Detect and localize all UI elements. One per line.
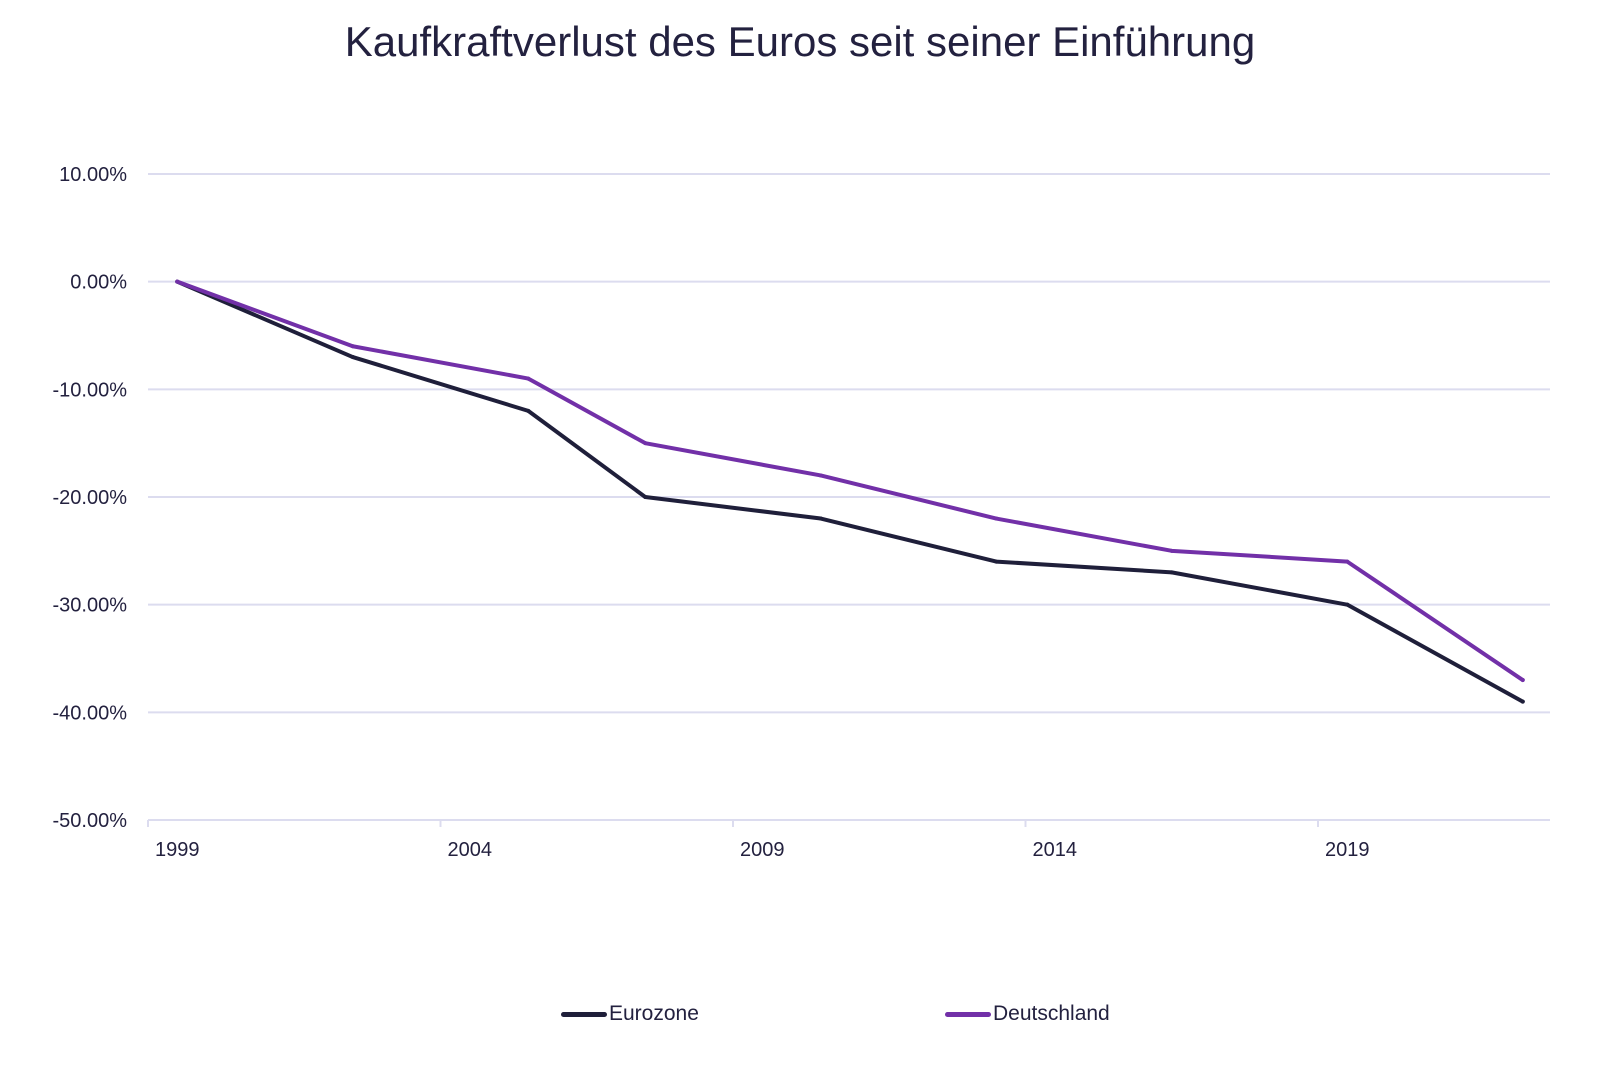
data-point[interactable]: [1345, 559, 1350, 564]
data-point[interactable]: [1520, 678, 1525, 683]
x-tick-label: 2004: [448, 839, 493, 861]
data-point[interactable]: [643, 495, 648, 499]
data-point[interactable]: [1345, 602, 1350, 607]
legend-swatch: [945, 1011, 991, 1017]
y-tick-label: 10.00%: [59, 164, 127, 186]
legend-swatch: [561, 1011, 607, 1017]
legend-label: Eurozone: [609, 1002, 699, 1025]
x-tick-label: 2019: [1325, 839, 1370, 861]
y-tick-label: -20.00%: [53, 487, 128, 509]
y-axis: 10.00% 0.00% -10.00% -20.00% -30.00% -40.00% -…: [53, 164, 128, 832]
series-lines: [175, 279, 1525, 704]
y-tick-label: -50.00%: [53, 810, 128, 832]
y-tick-label: -10.00%: [53, 379, 128, 401]
data-point[interactable]: [526, 376, 531, 381]
legend: Eurozone Deutschland: [0, 1002, 1600, 1032]
legend-label: Deutschland: [993, 1002, 1110, 1025]
data-point[interactable]: [1169, 570, 1174, 575]
data-point[interactable]: [350, 355, 355, 360]
data-point[interactable]: [1520, 699, 1525, 704]
x-tick-label: 2009: [740, 839, 785, 861]
chart-title: Kaufkraftverlust des Euros seit seiner E…: [344, 18, 1256, 65]
legend-item-eurozone[interactable]: Eurozone: [561, 1002, 699, 1026]
line-chart: 10.00% 0.00% -10.00% -20.00% -30.00% -40.00% -…: [53, 164, 1550, 861]
data-point[interactable]: [818, 516, 823, 521]
data-point[interactable]: [175, 279, 180, 284]
data-point[interactable]: [526, 408, 531, 413]
y-tick-label: -30.00%: [53, 595, 128, 617]
data-point[interactable]: [994, 516, 999, 521]
series-line-deutschland[interactable]: [175, 279, 1525, 683]
grid-lines: [148, 173, 1550, 821]
series-line-eurozone[interactable]: [175, 279, 1525, 704]
data-point[interactable]: [818, 473, 823, 478]
x-tick-label: 2014: [1033, 839, 1078, 861]
data-point[interactable]: [350, 344, 355, 349]
legend-item-deutschland[interactable]: Deutschland: [945, 1002, 1110, 1026]
data-point[interactable]: [643, 441, 648, 446]
data-point[interactable]: [1169, 548, 1174, 553]
y-tick-label: -40.00%: [53, 702, 128, 724]
x-tick-label: 1999: [155, 839, 200, 861]
x-axis: 1999 2004 2009 2014 2019: [147, 820, 1370, 861]
data-point[interactable]: [994, 559, 999, 564]
y-tick-label: 0.00%: [70, 272, 127, 294]
